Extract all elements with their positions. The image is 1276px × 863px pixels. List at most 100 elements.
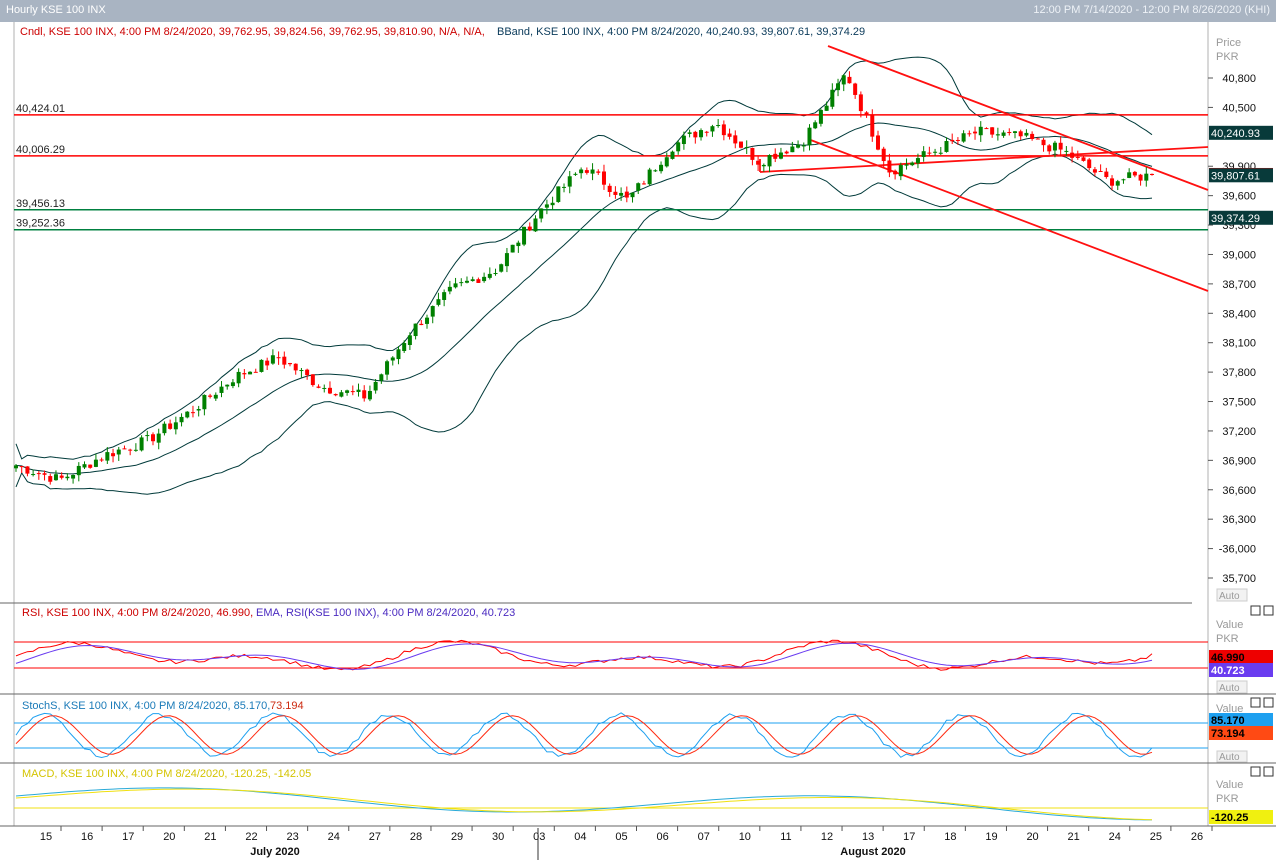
candle-body bbox=[419, 323, 424, 326]
candle-body bbox=[596, 171, 601, 173]
candle-body bbox=[310, 374, 315, 386]
panel-controls-rsi[interactable] bbox=[1250, 605, 1274, 616]
price-badge bbox=[1209, 210, 1273, 225]
candle-body bbox=[653, 170, 658, 172]
candle-body bbox=[367, 390, 372, 400]
rsi-layer bbox=[14, 639, 1208, 671]
price-auto-button[interactable] bbox=[1216, 588, 1248, 602]
price-auto-label: Auto bbox=[1219, 591, 1240, 602]
candle-body bbox=[624, 191, 629, 198]
candle-body bbox=[1110, 178, 1115, 186]
candle-body bbox=[727, 133, 732, 137]
candle-body bbox=[693, 131, 698, 138]
candle-body bbox=[670, 151, 675, 159]
price-panel[interactable] bbox=[14, 22, 1208, 602]
candle-legend: Cndl, KSE 100 INX, 4:00 PM 8/24/2020, 39… bbox=[20, 26, 485, 38]
x-tick-label: 23 bbox=[287, 831, 299, 843]
chart-canvas[interactable]: 40,424.01 40,006.29 39,456.13 39,252.36 40,… bbox=[0, 22, 1276, 863]
candle-body bbox=[881, 148, 886, 162]
candle-body bbox=[784, 151, 789, 154]
rsi-axis-title: Value bbox=[1216, 619, 1243, 631]
candle-body bbox=[875, 135, 880, 150]
candle-body bbox=[442, 292, 447, 300]
candle-body bbox=[111, 453, 116, 457]
rsi-ema-legend: EMA, RSI(KSE 100 INX), 4:00 PM 8/24/2020… bbox=[256, 607, 515, 619]
rsi-axis-unit: PKR bbox=[1216, 633, 1239, 645]
x-tick-label: 05 bbox=[615, 831, 627, 843]
price-badge-label: 40,240.93 bbox=[1211, 128, 1260, 140]
x-tick-label: 21 bbox=[1068, 831, 1080, 843]
candle-body bbox=[1007, 132, 1012, 134]
candle-body bbox=[385, 361, 390, 375]
candle-body bbox=[65, 476, 70, 479]
candle-body bbox=[293, 363, 298, 371]
candle-body bbox=[1001, 132, 1006, 136]
window-title: Hourly KSE 100 INX bbox=[6, 4, 106, 16]
candle-body bbox=[322, 387, 327, 389]
candle-body bbox=[476, 279, 481, 283]
level-label-3: 39,252.36 bbox=[16, 218, 65, 230]
candle-body bbox=[242, 373, 247, 375]
candle-body bbox=[601, 171, 606, 185]
candle-body bbox=[208, 395, 213, 397]
candle-body bbox=[539, 208, 544, 219]
candle-body bbox=[910, 162, 915, 166]
candle-body bbox=[1127, 172, 1132, 178]
candle-body bbox=[14, 465, 18, 469]
candle-body bbox=[567, 176, 572, 187]
candle-body bbox=[590, 169, 595, 174]
stoch-auto-button[interactable] bbox=[1216, 750, 1248, 763]
candle-body bbox=[1024, 132, 1029, 136]
candle-body bbox=[402, 343, 407, 352]
candle-body bbox=[801, 145, 806, 147]
candle-body bbox=[430, 306, 435, 317]
axis-layer: 40,80040,50039,90039,60039,30039,00038,7… bbox=[40, 73, 1273, 860]
candle-body bbox=[681, 135, 686, 145]
candle-body bbox=[316, 386, 321, 388]
rsi-auto-button[interactable] bbox=[1216, 680, 1248, 694]
candle-body bbox=[350, 391, 355, 393]
candle-body bbox=[464, 280, 469, 283]
candle-body bbox=[973, 131, 978, 134]
x-tick-label: 19 bbox=[985, 831, 997, 843]
price-badge bbox=[1209, 168, 1273, 183]
candle-body bbox=[1058, 142, 1063, 150]
candle-body bbox=[190, 412, 195, 414]
date-range: 12:00 PM 7/14/2020 - 12:00 PM 8/26/2020 … bbox=[1033, 4, 1270, 16]
macd-axis-title: Value bbox=[1216, 779, 1243, 791]
y-tick-label: 37,500 bbox=[1222, 397, 1256, 409]
candle-body bbox=[778, 152, 783, 159]
candle-body bbox=[345, 390, 350, 393]
stoch-auto-label: Auto bbox=[1219, 752, 1240, 763]
candle-body bbox=[664, 157, 669, 167]
x-tick-label: 11 bbox=[780, 831, 791, 843]
x-tick-label: 24 bbox=[328, 831, 340, 843]
candle-body bbox=[276, 357, 281, 359]
stoch-legend: StochS, KSE 100 INX, 4:00 PM 8/24/2020, … bbox=[22, 700, 270, 712]
bband-upper-line bbox=[15, 56, 1153, 460]
y-tick-label: 36,900 bbox=[1222, 455, 1256, 467]
candle-body bbox=[1030, 133, 1035, 140]
candle-body bbox=[1138, 174, 1143, 181]
bband-lower-line bbox=[15, 153, 1153, 495]
candle-body bbox=[305, 369, 310, 376]
candle-body bbox=[128, 449, 133, 451]
bband-legend: BBand, KSE 100 INX, 4:00 PM 8/24/2020, 4… bbox=[497, 26, 865, 38]
x-tick-label: 10 bbox=[739, 831, 751, 843]
candle-body bbox=[659, 164, 664, 172]
candle-body bbox=[847, 76, 852, 84]
panel-controls-stoch[interactable] bbox=[1250, 697, 1274, 708]
candle-body bbox=[841, 75, 846, 85]
panel-controls-macd[interactable] bbox=[1250, 766, 1274, 777]
candle-body bbox=[1052, 142, 1057, 151]
candle-body bbox=[818, 109, 823, 124]
macd-legend: MACD, KSE 100 INX, 4:00 PM 8/24/2020, -1… bbox=[22, 768, 311, 780]
candle-body bbox=[259, 359, 264, 372]
trend-line-1 bbox=[807, 138, 1209, 292]
candle-body bbox=[179, 416, 184, 423]
x-tick-label: 25 bbox=[1150, 831, 1162, 843]
candle-body bbox=[213, 394, 218, 399]
stoch-layer bbox=[14, 712, 1208, 759]
price-axis-title: Price bbox=[1216, 37, 1241, 49]
x-tick-label: 28 bbox=[410, 831, 422, 843]
